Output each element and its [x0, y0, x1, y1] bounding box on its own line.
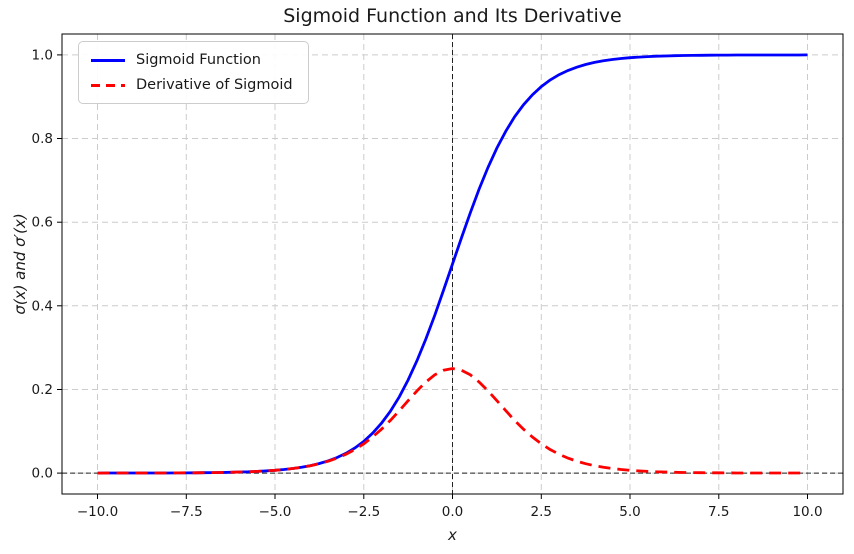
x-tick-label: 2.5	[531, 504, 552, 520]
derivative-line-swatch-icon	[91, 83, 125, 87]
sigmoid-line-swatch-icon	[91, 58, 125, 62]
legend-label-sigmoid: Sigmoid Function	[136, 52, 261, 68]
y-tick-label: 0.0	[32, 466, 53, 482]
y-tick-label: 0.2	[32, 382, 53, 398]
y-tick-label: 0.6	[32, 215, 53, 231]
x-tick-label: 5.0	[619, 504, 640, 520]
x-tick-label: −10.0	[77, 504, 118, 520]
y-tick-label: 0.4	[32, 298, 53, 314]
x-tick-label: −5.0	[259, 504, 292, 520]
y-tick-label: 1.0	[32, 47, 53, 63]
legend: Sigmoid Function Derivative of Sigmoid	[78, 41, 309, 104]
x-tick-label: −7.5	[170, 504, 203, 520]
y-tick-label: 0.8	[32, 131, 53, 147]
y-axis-label: σ(x) and σ′(x)	[11, 213, 29, 315]
x-tick-label: −2.5	[347, 504, 380, 520]
chart-title: Sigmoid Function and Its Derivative	[283, 5, 622, 27]
x-tick-label: 7.5	[708, 504, 729, 520]
x-tick-label: 10.0	[792, 504, 822, 520]
legend-item-derivative: Derivative of Sigmoid	[91, 77, 293, 93]
x-tick-label: 0.0	[442, 504, 463, 520]
derivative-curve	[97, 367, 808, 475]
legend-label-derivative: Derivative of Sigmoid	[136, 77, 293, 93]
x-axis-label: x	[448, 526, 457, 544]
legend-item-sigmoid: Sigmoid Function	[91, 52, 293, 68]
